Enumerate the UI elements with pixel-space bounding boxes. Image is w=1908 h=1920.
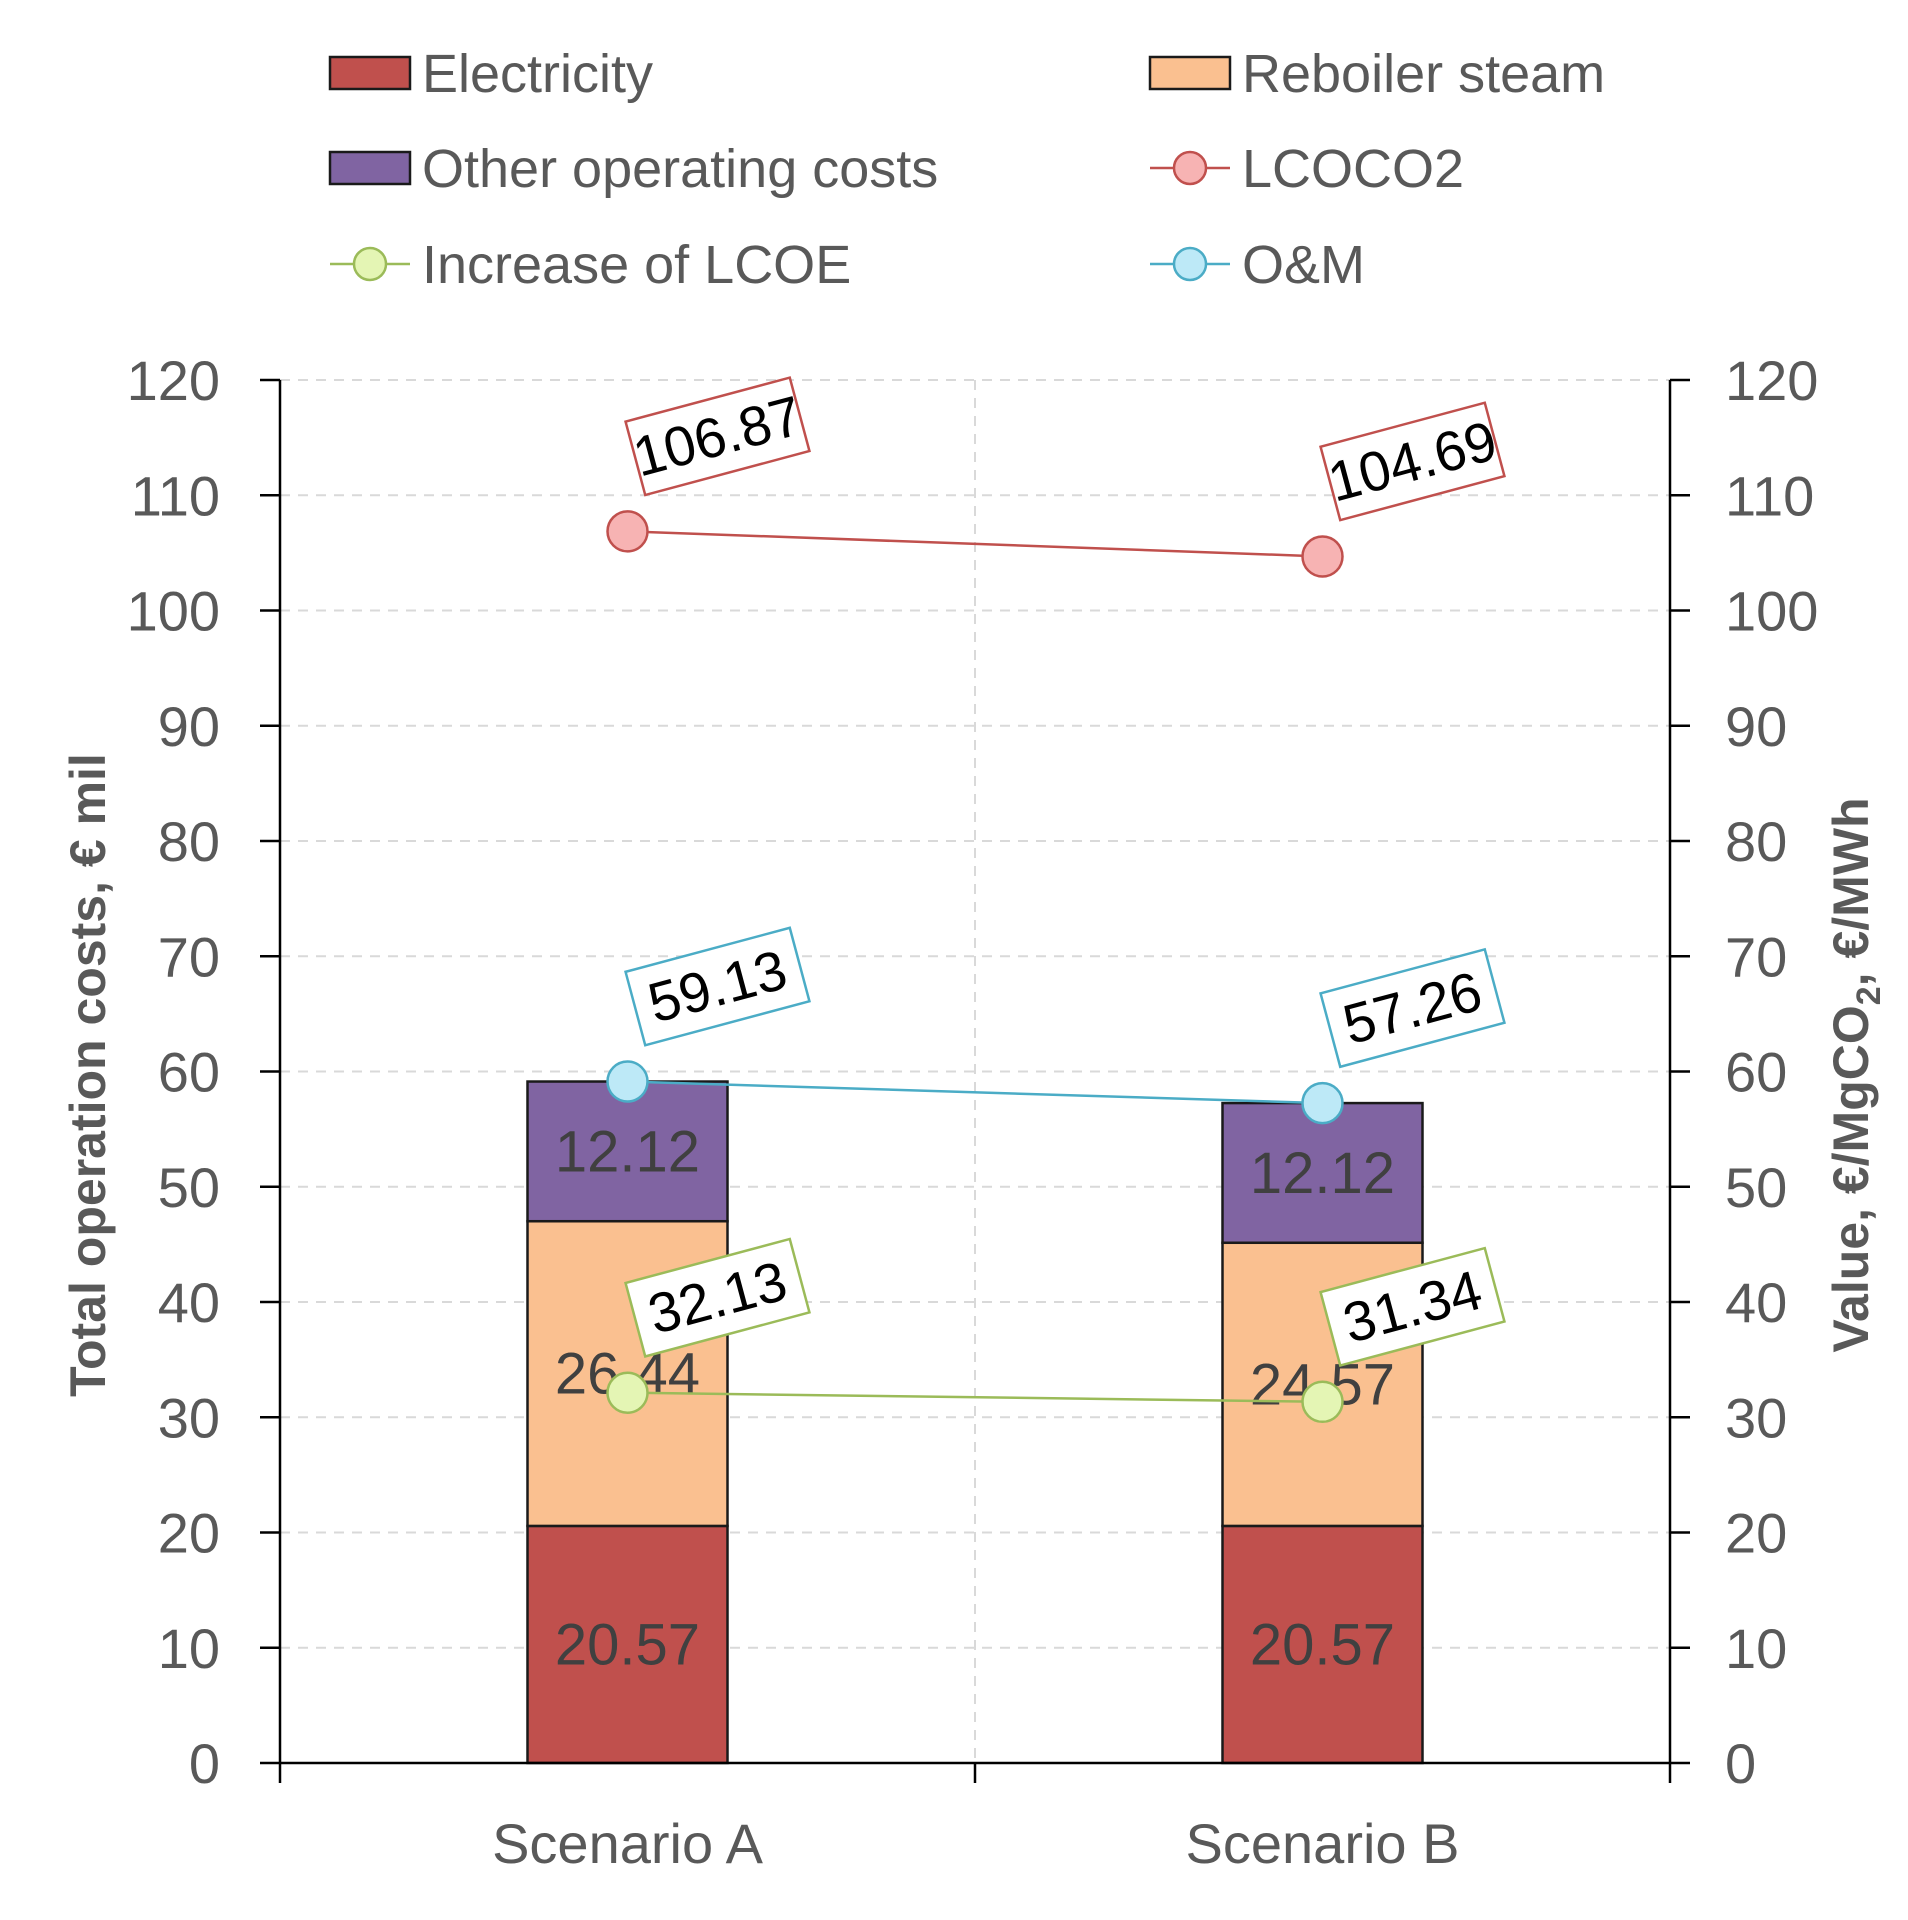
legend-swatch	[328, 55, 412, 91]
y-tick-label: 120	[127, 349, 220, 412]
legend-marker	[1172, 150, 1208, 186]
legend-item-oandm: O&M	[1150, 235, 1365, 295]
marker-oandm	[606, 1060, 649, 1103]
callout-oandm: 57.26	[1319, 947, 1506, 1069]
marker-lcoco2	[606, 510, 649, 553]
callout-increase-of-lcoe: 32.13	[624, 1237, 811, 1358]
bar-value-label: 20.57	[1250, 1612, 1395, 1677]
legend-marker	[1172, 246, 1208, 282]
y-tick-label: 0	[189, 1732, 220, 1795]
y2-tick-label: 50	[1725, 1156, 1787, 1219]
y2-label-main: Value, €/MgCO	[1823, 1005, 1879, 1352]
callout-box	[624, 376, 811, 497]
y-tick-label: 100	[127, 580, 220, 643]
tick-labels: 0 0 10 10 20 20 30 30 40 40 50 50 60 60 70 70 80 80 90 90 10…	[127, 349, 1819, 1875]
legend-label: LCOCO2	[1242, 139, 1464, 199]
line-oandm	[627, 1080, 1323, 1105]
gridlines	[280, 379, 1670, 1763]
x-tick-label: Scenario A	[492, 1812, 763, 1875]
y-tick-label: 40	[158, 1271, 220, 1334]
legend-label: O&M	[1242, 235, 1365, 295]
bar-electricity	[526, 1524, 729, 1765]
legend-label: Increase of LCOE	[422, 235, 851, 295]
marker-oandm	[1301, 1081, 1344, 1125]
legend-item-reboiler-steam: Reboiler steam	[1148, 44, 1605, 104]
line-series	[606, 510, 1344, 1424]
callout-oandm: 59.13	[624, 926, 811, 1047]
bar-other-operating-costs	[1221, 1101, 1424, 1245]
callout-lcoco2: 104.69	[1319, 401, 1506, 522]
y2-tick-label: 70	[1725, 925, 1787, 988]
bar-value-label: 20.57	[555, 1612, 700, 1677]
legend: Electricity Reboiler steam Other operating…	[328, 44, 1605, 295]
legend-label: Electricity	[422, 44, 653, 104]
y2-tick-label: 20	[1725, 1502, 1787, 1565]
marker-increase-of-lcoe	[1301, 1380, 1344, 1424]
callout-box	[1319, 947, 1506, 1069]
y2-tick-label: 120	[1725, 349, 1818, 412]
legend-item-other-operating-costs: Other operating costs	[328, 139, 938, 199]
y-tick-label: 90	[158, 695, 220, 758]
y-tick-label: 70	[158, 925, 220, 988]
y2-label-unit: , €/MWh	[1823, 797, 1879, 986]
line-increase-of-lcoe	[627, 1391, 1323, 1404]
y2-tick-label: 110	[1725, 464, 1814, 527]
axes	[260, 378, 1690, 1783]
y2-tick-label: 30	[1725, 1386, 1787, 1449]
y2-tick-label: 100	[1725, 580, 1818, 643]
legend-item-electricity: Electricity	[328, 44, 653, 104]
legend-swatch	[1148, 55, 1232, 91]
y-tick-label: 110	[131, 464, 220, 527]
callout-box	[624, 1237, 811, 1358]
y2-tick-label: 40	[1725, 1271, 1787, 1334]
legend-item-increase-of-lcoe: Increase of LCOE	[330, 235, 851, 295]
callout-box	[1319, 1246, 1506, 1368]
bar-value-label: 12.12	[555, 1119, 700, 1184]
y-tick-label: 10	[158, 1617, 220, 1680]
y-tick-label: 80	[158, 810, 220, 873]
bar-value-label: 12.12	[1250, 1141, 1395, 1206]
y2-tick-label: 90	[1725, 695, 1787, 758]
y2-label-subscript: 2	[1850, 986, 1888, 1005]
y2-tick-label: 0	[1725, 1732, 1756, 1795]
legend-marker	[352, 246, 388, 282]
legend-item-lcoco2: LCOCO2	[1150, 139, 1464, 199]
y-tick-label: 50	[158, 1156, 220, 1219]
y-tick-label: 30	[158, 1386, 220, 1449]
marker-increase-of-lcoe	[606, 1371, 649, 1414]
callout-box	[1319, 401, 1506, 522]
legend-swatch	[328, 150, 412, 186]
callout-lcoco2: 106.87	[624, 376, 811, 497]
y-axis-label: Total operation costs, € mil	[60, 753, 116, 1397]
marker-lcoco2	[1301, 535, 1344, 578]
y2-tick-label: 60	[1725, 1041, 1787, 1104]
legend-label: Reboiler steam	[1242, 44, 1605, 104]
y2-tick-label: 10	[1725, 1617, 1787, 1680]
legend-label: Other operating costs	[422, 139, 938, 199]
y2-axis-label: Value, €/MgCO2, €/MWh	[1823, 797, 1888, 1352]
line-lcoco2	[627, 530, 1323, 558]
x-tick-label: Scenario B	[1186, 1812, 1460, 1875]
callout-box	[624, 926, 811, 1047]
y-tick-label: 60	[158, 1041, 220, 1104]
y-tick-label: 20	[158, 1502, 220, 1565]
y2-tick-label: 80	[1725, 810, 1787, 873]
